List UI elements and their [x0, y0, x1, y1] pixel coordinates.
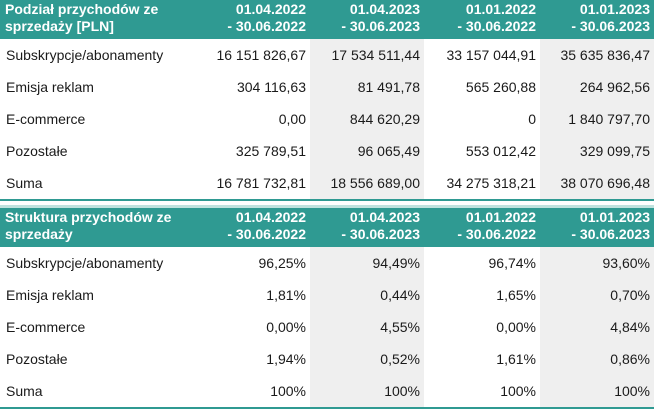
period-header: 01.04.2022- 30.06.2022 — [196, 0, 310, 39]
cell-value: 0,00% — [496, 319, 536, 335]
period-header: 01.01.2022- 30.06.2022 — [424, 205, 540, 247]
cell-value: 16 151 826,67 — [216, 47, 306, 63]
period-header: 01.01.2023- 30.06.2023 — [540, 0, 654, 39]
row-label: Suma — [0, 167, 196, 201]
cell-value: 1,81% — [266, 287, 306, 303]
table-row: E-commerce 0,00 844 620,29 0 1 840 797,7… — [0, 103, 654, 135]
revenue-structure-table: Struktura przychodów ze sprzedaży 01.04.… — [0, 205, 654, 409]
cell-value: 38 070 696,48 — [540, 167, 654, 201]
cell-value: 1 840 797,70 — [540, 103, 654, 135]
cell-value: 100% — [310, 375, 424, 409]
cell-value: 0,86% — [540, 343, 654, 375]
row-label: Subskrypcje/abonamenty — [6, 255, 164, 271]
cell-value: 553 012,42 — [465, 143, 536, 159]
cell-value: 81 491,78 — [310, 71, 424, 103]
table-total-row: Suma 16 781 732,81 18 556 689,00 34 275 … — [0, 167, 654, 201]
cell-value: 844 620,29 — [310, 103, 424, 135]
row-label: Emisja reklam — [6, 79, 94, 95]
cell-value: 0,00% — [266, 319, 306, 335]
table-row: E-commerce 0,00% 4,55% 0,00% 4,84% — [0, 311, 654, 343]
cell-value: 4,55% — [310, 311, 424, 343]
cell-value: 18 556 689,00 — [310, 167, 424, 201]
cell-value: 4,84% — [540, 311, 654, 343]
cell-value: 1,94% — [266, 351, 306, 367]
table-row: Subskrypcje/abonamenty 96,25% 94,49% 96,… — [0, 245, 654, 279]
period-header: 01.01.2023- 30.06.2023 — [540, 205, 654, 247]
period-header: 01.04.2023- 30.06.2023 — [310, 0, 424, 39]
table-row: Emisja reklam 1,81% 0,44% 1,65% 0,70% — [0, 279, 654, 311]
period-header: 01.01.2022- 30.06.2022 — [424, 0, 540, 39]
period-to: - 30.06.2022 — [227, 18, 306, 34]
cell-value: 93,60% — [540, 245, 654, 279]
cell-value: 100% — [424, 375, 540, 409]
period-to: - 30.06.2022 — [227, 226, 306, 242]
cell-value: 96,25% — [258, 255, 306, 271]
period-from: 01.04.2023 — [349, 209, 420, 225]
period-to: - 30.06.2023 — [341, 18, 420, 34]
row-label: Suma — [0, 375, 196, 409]
period-to: - 30.06.2022 — [457, 226, 536, 242]
period-to: - 30.06.2023 — [571, 226, 650, 242]
period-to: - 30.06.2023 — [571, 18, 650, 34]
cell-value: 1,65% — [496, 287, 536, 303]
period-to: - 30.06.2023 — [341, 226, 420, 242]
cell-value: 0,44% — [310, 279, 424, 311]
cell-value: 96 065,49 — [310, 135, 424, 167]
cell-value: 0,52% — [310, 343, 424, 375]
table-title: Struktura przychodów ze sprzedaży — [0, 205, 196, 247]
cell-value: 0,70% — [540, 279, 654, 311]
row-label: Pozostałe — [6, 143, 68, 159]
cell-value: 96,74% — [488, 255, 536, 271]
row-label: Emisja reklam — [6, 287, 94, 303]
row-label: Subskrypcje/abonamenty — [6, 47, 164, 63]
table-header-row: Podział przychodów ze sprzedaży [PLN] 01… — [0, 0, 654, 39]
cell-value: 264 962,56 — [540, 71, 654, 103]
table-header-row: Struktura przychodów ze sprzedaży 01.04.… — [0, 205, 654, 247]
period-from: 01.01.2022 — [465, 1, 536, 17]
period-from: 01.04.2023 — [349, 1, 420, 17]
cell-value: 1,61% — [496, 351, 536, 367]
table-row: Emisja reklam 304 116,63 81 491,78 565 2… — [0, 71, 654, 103]
period-header: 01.04.2022- 30.06.2022 — [196, 205, 310, 247]
cell-value: 0,00 — [278, 111, 306, 127]
cell-value: 16 781 732,81 — [196, 167, 310, 201]
cell-value: 33 157 044,91 — [446, 47, 536, 63]
table-row: Subskrypcje/abonamenty 16 151 826,67 17 … — [0, 37, 654, 71]
period-from: 01.01.2023 — [579, 209, 650, 225]
table-title: Podział przychodów ze sprzedaży [PLN] — [0, 0, 196, 39]
table-row: Pozostałe 325 789,51 96 065,49 553 012,4… — [0, 135, 654, 167]
cell-value: 304 116,63 — [236, 79, 306, 95]
row-label: Pozostałe — [6, 351, 68, 367]
cell-value: 35 635 836,47 — [540, 37, 654, 71]
table-row: Pozostałe 1,94% 0,52% 1,61% 0,86% — [0, 343, 654, 375]
cell-value: 100% — [196, 375, 310, 409]
cell-value: 94,49% — [310, 245, 424, 279]
period-from: 01.01.2023 — [579, 1, 650, 17]
period-to: - 30.06.2022 — [457, 18, 536, 34]
cell-value: 565 260,88 — [465, 79, 536, 95]
period-from: 01.04.2022 — [235, 1, 306, 17]
cell-value: 100% — [540, 375, 654, 409]
cell-value: 17 534 511,44 — [310, 37, 424, 71]
period-header: 01.04.2023- 30.06.2023 — [310, 205, 424, 247]
revenue-breakdown-table: Podział przychodów ze sprzedaży [PLN] 01… — [0, 0, 654, 201]
period-from: 01.04.2022 — [235, 209, 306, 225]
row-label: E-commerce — [6, 319, 86, 335]
cell-value: 0 — [528, 111, 536, 127]
cell-value: 329 099,75 — [540, 135, 654, 167]
cell-value: 325 789,51 — [235, 143, 306, 159]
cell-value: 34 275 318,21 — [424, 167, 540, 201]
period-from: 01.01.2022 — [465, 209, 536, 225]
row-label: E-commerce — [6, 111, 86, 127]
table-total-row: Suma 100% 100% 100% 100% — [0, 375, 654, 409]
